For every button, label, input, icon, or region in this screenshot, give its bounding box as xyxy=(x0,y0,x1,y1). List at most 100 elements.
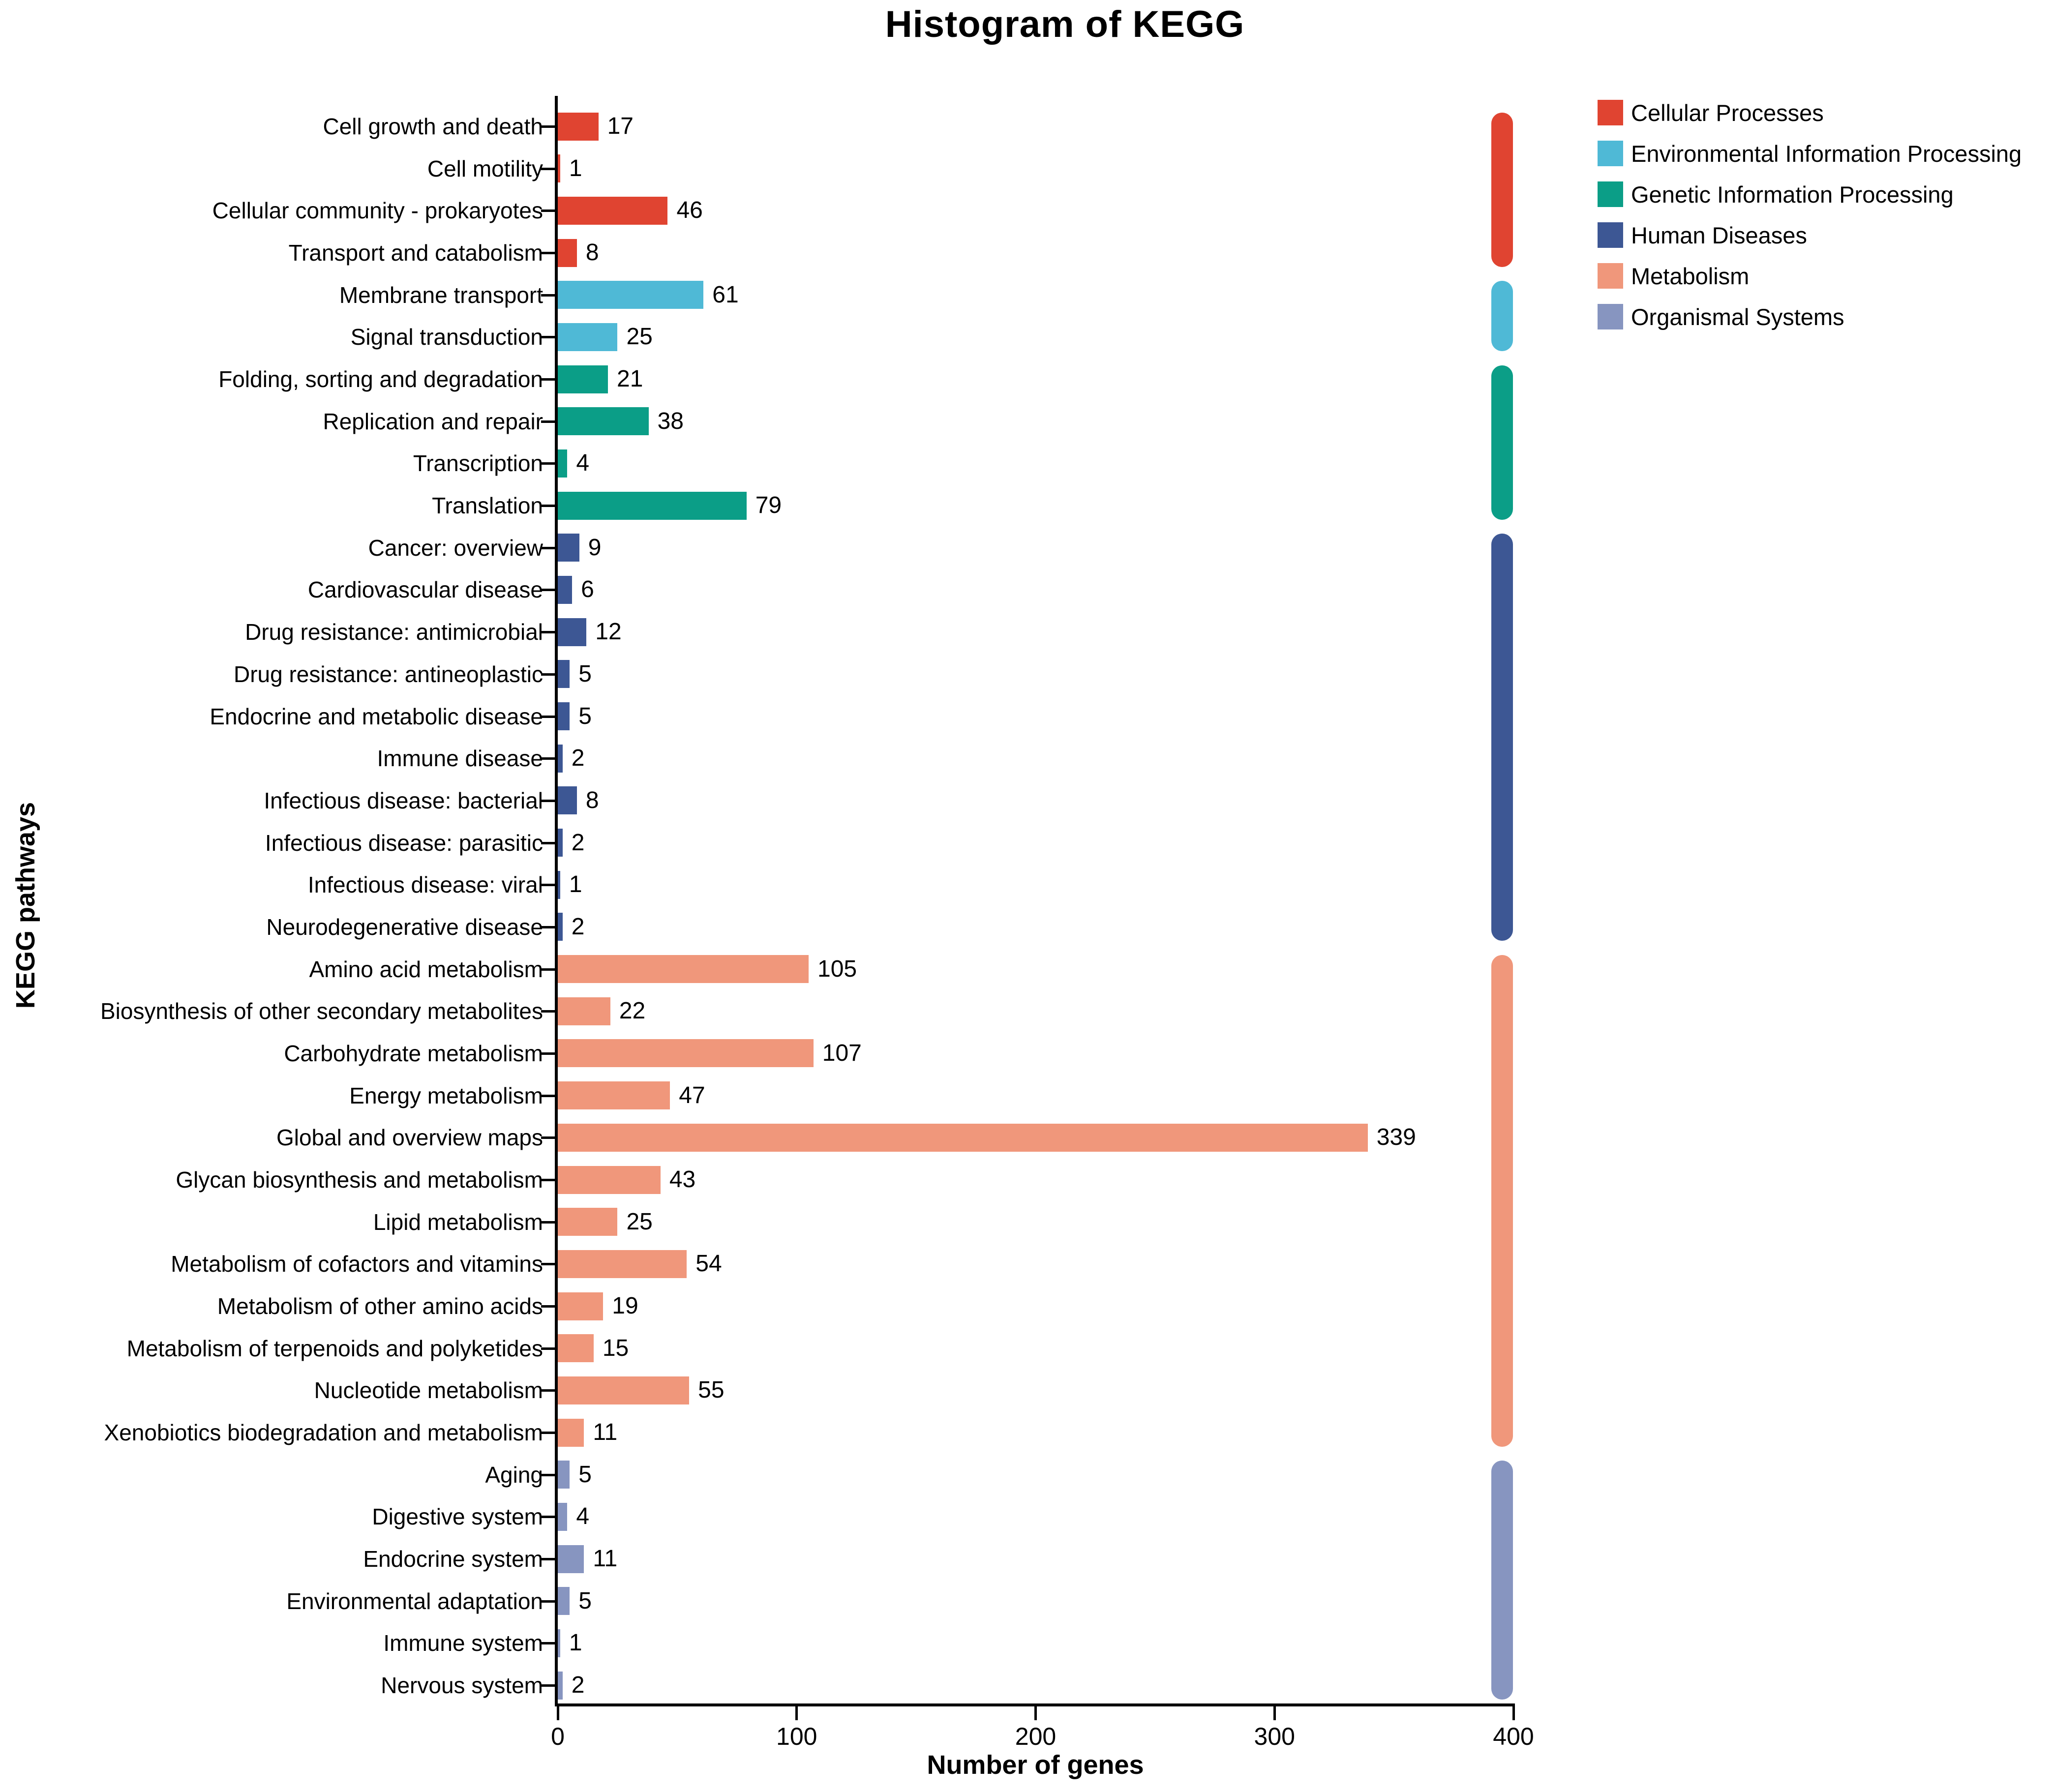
bar xyxy=(558,829,563,857)
bar-value-label: 11 xyxy=(593,1546,618,1572)
row-label: Carbohydrate metabolism xyxy=(284,1040,543,1066)
bar-value-label: 12 xyxy=(595,619,622,645)
bar xyxy=(558,1039,814,1068)
row-label: Infectious disease: viral xyxy=(307,872,543,898)
row-label: Metabolism of other amino acids xyxy=(217,1293,543,1319)
bar xyxy=(558,323,618,351)
x-tick-label: 400 xyxy=(1493,1723,1534,1750)
bar-value-label: 43 xyxy=(669,1166,696,1193)
legend-swatch xyxy=(1598,141,1623,166)
row-label: Drug resistance: antimicrobial xyxy=(245,619,543,645)
y-tick xyxy=(541,1516,555,1519)
y-tick xyxy=(541,589,555,592)
bar xyxy=(558,154,560,183)
bar xyxy=(558,449,568,478)
category-band xyxy=(1491,955,1513,1447)
y-tick xyxy=(541,757,555,760)
bar-value-label: 54 xyxy=(695,1251,722,1277)
y-tick xyxy=(541,799,555,802)
bar xyxy=(558,112,599,141)
bar-value-label: 5 xyxy=(578,703,592,729)
row-label: Drug resistance: antineoplastic xyxy=(234,661,543,687)
bar xyxy=(558,660,570,688)
y-tick xyxy=(541,1558,555,1561)
bar-value-label: 25 xyxy=(626,324,653,350)
bar-value-label: 5 xyxy=(578,1587,592,1614)
row-label: Glycan biosynthesis and metabolism xyxy=(176,1167,543,1193)
bar xyxy=(558,575,573,604)
y-tick xyxy=(541,1052,555,1055)
bar-value-label: 2 xyxy=(571,745,585,772)
bar xyxy=(558,618,587,646)
row-label: Folding, sorting and degradation xyxy=(218,366,543,392)
bar xyxy=(558,786,577,815)
legend-item: Human Diseases xyxy=(1598,218,1807,252)
bar xyxy=(558,997,610,1025)
y-tick xyxy=(541,926,555,928)
bar-value-label: 8 xyxy=(585,239,599,266)
row-label: Aging xyxy=(485,1462,543,1488)
category-band xyxy=(1491,534,1513,941)
y-tick xyxy=(541,841,555,844)
y-tick xyxy=(541,715,555,718)
bar xyxy=(558,1123,1368,1152)
category-band xyxy=(1491,365,1513,520)
bar-value-label: 2 xyxy=(571,829,585,856)
legend: Cellular Processes Environmental Informat… xyxy=(0,0,2054,443)
bar-value-label: 22 xyxy=(619,998,646,1024)
row-label: Membrane transport xyxy=(339,282,543,308)
chart-title: Histogram of KEGG xyxy=(885,3,1245,45)
bar xyxy=(558,1292,604,1320)
bar xyxy=(558,1081,670,1110)
bar xyxy=(558,1418,584,1447)
y-tick xyxy=(541,1136,555,1139)
row-label: Amino acid metabolism xyxy=(309,956,543,982)
y-tick xyxy=(541,968,555,971)
y-tick xyxy=(541,420,555,423)
y-tick xyxy=(541,546,555,549)
y-tick xyxy=(541,1432,555,1434)
bar-value-label: 79 xyxy=(755,492,782,519)
x-tick xyxy=(1273,1706,1276,1720)
y-tick xyxy=(541,505,555,508)
bar xyxy=(558,1545,584,1573)
x-tick xyxy=(795,1706,798,1720)
bar xyxy=(558,870,560,899)
bar-value-label: 61 xyxy=(712,281,739,308)
row-label: Transcription xyxy=(413,450,543,477)
legend-swatch xyxy=(1598,181,1623,207)
bar-value-label: 6 xyxy=(581,576,594,603)
row-label: Cellular community - prokaryotes xyxy=(212,198,543,224)
bar-value-label: 4 xyxy=(576,450,590,477)
row-label: Endocrine and metabolic disease xyxy=(210,703,543,729)
bar-value-label: 11 xyxy=(593,1419,618,1446)
y-tick xyxy=(541,167,555,170)
row-label: Infectious disease: parasitic xyxy=(265,830,543,856)
y-tick xyxy=(541,1389,555,1392)
x-axis-title: Number of genes xyxy=(927,1750,1144,1780)
bar xyxy=(558,1165,661,1194)
y-tick xyxy=(541,209,555,212)
bar-value-label: 55 xyxy=(698,1377,725,1404)
bar xyxy=(558,1671,563,1700)
row-label: Cell motility xyxy=(427,155,543,181)
bar xyxy=(558,1376,690,1404)
bar xyxy=(558,1587,570,1615)
y-tick xyxy=(541,1263,555,1266)
row-label: Translation xyxy=(432,493,543,519)
bar xyxy=(558,196,668,225)
bar xyxy=(558,365,608,393)
bar-value-label: 46 xyxy=(676,197,703,224)
y-tick xyxy=(541,125,555,128)
legend-item: Metabolism xyxy=(1598,259,1749,293)
row-label: Replication and repair xyxy=(323,408,544,434)
bar-value-label: 25 xyxy=(626,1208,653,1235)
bar xyxy=(558,1502,568,1531)
bar xyxy=(558,1208,618,1236)
bar xyxy=(558,702,570,731)
legend-item: Environmental Information Processing xyxy=(1598,137,2022,170)
row-label: Signal transduction xyxy=(350,324,543,350)
row-label: Cell growth and death xyxy=(323,114,543,139)
